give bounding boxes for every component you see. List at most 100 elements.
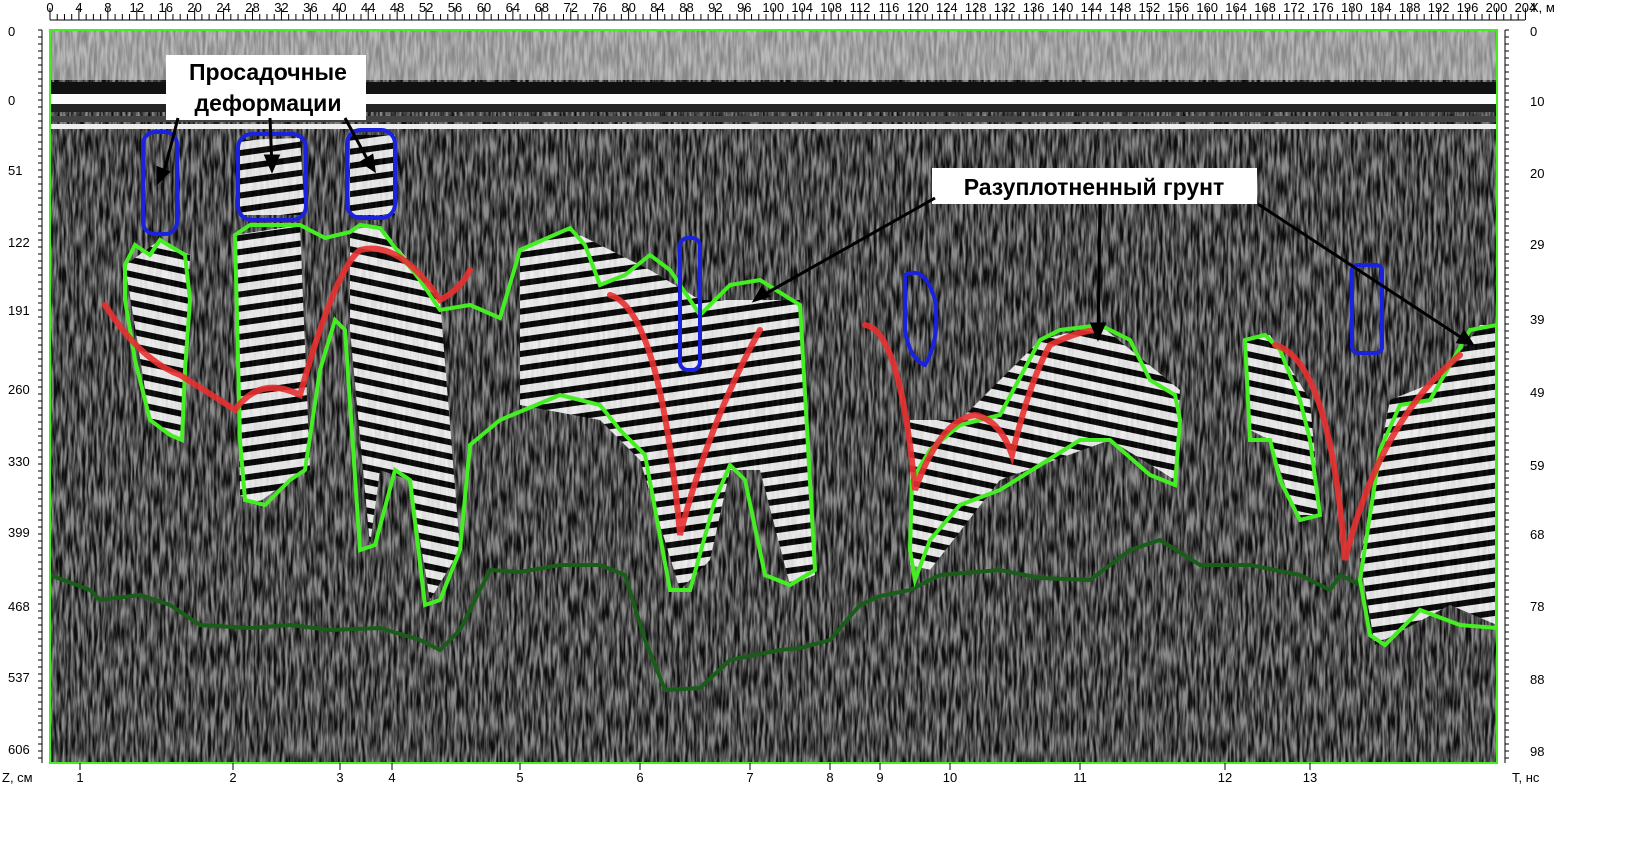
bottom-tick-label: 9 (876, 770, 883, 785)
bottom-tick-label: 12 (1218, 770, 1232, 785)
y-tick-label: 537 (8, 670, 30, 685)
x-tick-label: 164 (1225, 0, 1247, 15)
y2-tick-label: 88 (1530, 672, 1544, 687)
x-tick-label: 184 (1370, 0, 1392, 15)
bottom-tick-label: 1 (76, 770, 83, 785)
x-tick-label: 8 (104, 0, 111, 15)
y-tick-label: 468 (8, 599, 30, 614)
x-tick-label: 76 (592, 0, 606, 15)
bedrock-line (50, 537, 1361, 693)
reflector (50, 82, 1497, 94)
reflector (50, 104, 1497, 112)
y2-tick-label: 68 (1530, 527, 1544, 542)
reflector (50, 116, 1497, 122)
curve (862, 322, 1103, 492)
x-tick-label: 188 (1399, 0, 1421, 15)
bottom-tick-label: 4 (388, 770, 395, 785)
zone (125, 240, 190, 440)
x-tick-label: 108 (820, 0, 842, 15)
x-tick-label: 32 (274, 0, 288, 15)
zone (350, 225, 460, 600)
x-tick-label: 28 (245, 0, 259, 15)
bottom-tick-label: 5 (516, 770, 523, 785)
bottom-tick-label: 8 (826, 770, 833, 785)
x-tick-label: 92 (708, 0, 722, 15)
y-tick-label: 330 (8, 454, 30, 469)
annotation: деформации (195, 90, 342, 116)
x-tick-label: 160 (1196, 0, 1218, 15)
marker (678, 236, 702, 372)
bottom-tick-label: 6 (636, 770, 643, 785)
axes: 0 4 8 12 16 20 24 28 32 36 40 44 48 52 56 60 64 68 72 76 80 8… (2, 0, 1555, 785)
x-tick-label: 80 (621, 0, 635, 15)
x-tick-label: 96 (737, 0, 751, 15)
x-tick-label: 112 (850, 0, 871, 15)
image-frame (49, 29, 1498, 764)
x-tick-label: 0 (46, 0, 53, 15)
y2-axis-unit: T, нс (1512, 770, 1540, 785)
x-tick-label: 64 (506, 0, 520, 15)
reflector (50, 94, 1497, 104)
x-tick-label: 176 (1312, 0, 1334, 15)
y2-tick-label: 20 (1530, 166, 1544, 181)
y-tick-label: 122 (8, 235, 30, 250)
x-tick-label: 128 (965, 0, 987, 15)
x-tick-label: 124 (936, 0, 958, 15)
reflector (50, 124, 1497, 129)
y-tick-label: 51 (8, 163, 22, 178)
x-tick-label: 48 (390, 0, 404, 15)
y-tick-label: 606 (8, 742, 30, 757)
x-tick-label: 136 (1023, 0, 1045, 15)
x-tick-label: 156 (1167, 0, 1189, 15)
y-tick-label: 260 (8, 382, 30, 397)
x-tick-label: 132 (994, 0, 1016, 15)
y-tick-label: 0 (8, 93, 15, 108)
x-tick-label: 120 (907, 0, 929, 15)
arrowhead (156, 153, 1476, 346)
subsidence-curves (102, 245, 1463, 561)
y-tick-label: 191 (8, 303, 30, 318)
curve (607, 292, 763, 536)
bottom-tick-label: 13 (1303, 770, 1317, 785)
x-tick-label: 72 (564, 0, 578, 15)
annotation-arrows (156, 117, 1476, 346)
x-tick-label: 20 (187, 0, 201, 15)
arrow (757, 196, 936, 300)
outline (123, 237, 193, 443)
marker (141, 130, 179, 236)
zone (910, 325, 1180, 570)
bottom-tick-label: 7 (746, 770, 753, 785)
y2-tick-label: 78 (1530, 599, 1544, 614)
zone (240, 138, 305, 215)
annotation-box (166, 55, 366, 120)
x-tick-label: 60 (477, 0, 491, 15)
x-tick-label: 116 (879, 0, 900, 15)
zone (350, 135, 395, 215)
curve (1272, 342, 1463, 561)
annotation: Разуплотненный грунт (964, 174, 1225, 200)
x-tick-label: 44 (361, 0, 375, 15)
y2-tick-label: 39 (1530, 312, 1544, 327)
y-tick-label: 0 (8, 24, 15, 39)
arrow (1096, 203, 1102, 336)
x-tick-label: 56 (448, 0, 462, 15)
outline (1357, 322, 1497, 648)
zone (235, 225, 310, 505)
x-tick-label: 204 (1515, 0, 1537, 15)
marker (1350, 263, 1384, 355)
x-tick-label: 200 (1486, 0, 1508, 15)
y-axis-unit: Z, см (2, 770, 33, 785)
bottom-tick-label: 11 (1073, 770, 1087, 785)
x-tick-label: 104 (791, 0, 813, 15)
zone (520, 230, 815, 590)
y2-tick-label: 98 (1530, 744, 1544, 759)
strong-reflection-zones (125, 135, 1497, 645)
x-tick-label: 196 (1457, 0, 1479, 15)
x-tick-label: 84 (650, 0, 664, 15)
loose-soil-outlines (123, 222, 1497, 648)
x-tick-label: 192 (1428, 0, 1450, 15)
y-tick-label: 399 (8, 525, 30, 540)
x-tick-label: 100 (762, 0, 784, 15)
radargram-image: Просадочные деформации Разуплотненный гр… (50, 30, 1497, 763)
x-tick-label: 12 (130, 0, 144, 15)
